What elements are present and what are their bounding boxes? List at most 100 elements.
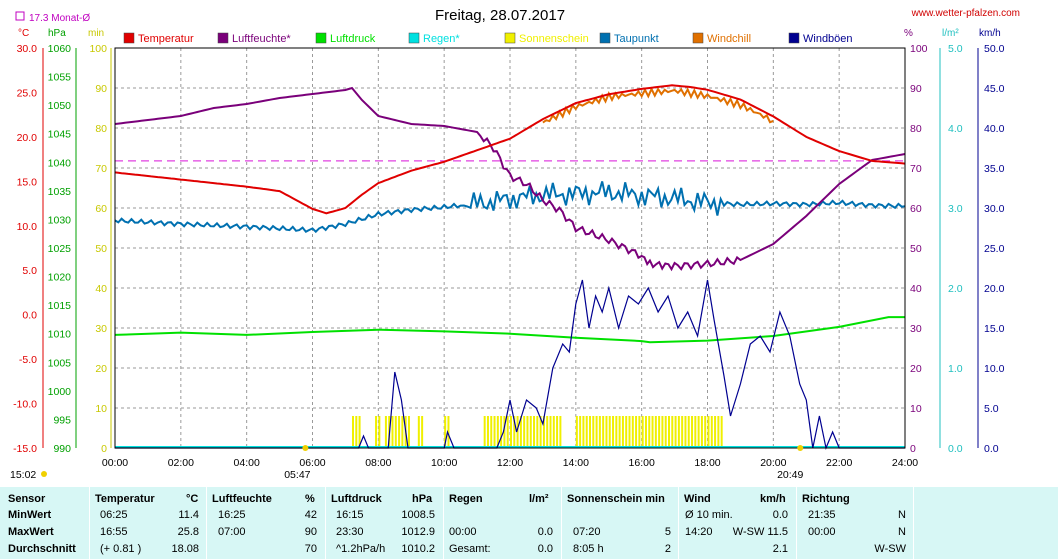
sunshine-bar xyxy=(661,416,664,448)
sunshine-bar xyxy=(595,416,598,448)
series-line-0 xyxy=(114,84,906,215)
axis-hpa-tick: 1005 xyxy=(48,357,72,369)
sunshine-bar xyxy=(641,416,644,448)
unit-percent: % xyxy=(904,28,913,39)
axis-hpa-tick: 1040 xyxy=(48,157,72,169)
x-tick-label: 12:00 xyxy=(497,457,523,469)
axis-percent-tick: 90 xyxy=(910,83,922,95)
series-line-4 xyxy=(542,86,774,124)
axis-celsius-tick: -5.0 xyxy=(19,354,37,366)
axis-percent-tick: 100 xyxy=(910,43,928,55)
sunshine-bar xyxy=(579,416,582,448)
axis-min-tick: 40 xyxy=(95,283,107,295)
plot-frame xyxy=(114,47,906,449)
stats-row: Durchschnitt (+ 0.81 ) 18.08 70 ^1.2hPa/h 101… xyxy=(0,543,1058,559)
sunshine-bar xyxy=(355,416,358,448)
stats-cell-hum-time: 07:00 xyxy=(218,526,246,538)
stats-cell-press-time: 16:15 xyxy=(336,509,364,521)
sunshine-bar xyxy=(694,416,697,448)
sunshine-bar xyxy=(486,416,489,448)
sunshine-bar xyxy=(691,416,694,448)
stats-cell-label: Durchschnitt xyxy=(8,543,76,555)
sunshine-bar xyxy=(684,416,687,448)
stats-cell-dir-val: W-SW xyxy=(874,543,906,555)
statistics-table: Sensor Temperatur °C Luftfeuchte % Luftd… xyxy=(0,487,1058,559)
stats-cell-hum-val: 90 xyxy=(304,526,317,538)
legend-swatch-1 xyxy=(217,32,229,44)
unit-min: min xyxy=(88,28,104,39)
axis-celsius-tick: 20.0 xyxy=(17,132,38,144)
sunshine-bar xyxy=(621,416,624,448)
stats-cell-temp-val: 25.8 xyxy=(177,526,199,538)
sunshine-bar xyxy=(598,416,601,448)
stats-cell-temp-time: (+ 0.81 ) xyxy=(100,543,142,555)
legend-swatch-2 xyxy=(315,32,327,44)
sunshine-bar xyxy=(417,416,420,448)
stats-header-row: Sensor Temperatur °C Luftfeuchte % Luftd… xyxy=(0,493,1058,509)
stats-header-sonnenschein: Sonnenschein min xyxy=(567,493,665,505)
sunshine-bar xyxy=(671,416,674,448)
legend-label-0: Temperatur xyxy=(138,33,194,45)
sunshine-bar xyxy=(720,416,723,448)
series-line-5 xyxy=(115,279,905,451)
sunshine-bar xyxy=(612,416,615,448)
stats-header-wind: Wind xyxy=(684,493,711,505)
sunshine-bar xyxy=(635,416,638,448)
axis-kmh-tick: 40.0 xyxy=(984,123,1005,135)
sunshine-bar xyxy=(490,416,493,448)
sunshine-bar xyxy=(592,416,595,448)
series-line-2 xyxy=(114,316,905,344)
axis-kmh-tick: 50.0 xyxy=(984,43,1005,55)
axis-l_m2-tick: 5.0 xyxy=(948,43,963,55)
sunshine-bar xyxy=(401,416,404,448)
sunshine-bar xyxy=(513,416,516,448)
axis-celsius-tick: 25.0 xyxy=(17,87,38,99)
source-link[interactable]: www.wetter-pfalzen.com xyxy=(911,8,1020,19)
sunshine-bar xyxy=(681,416,684,448)
axis-min-tick: 80 xyxy=(95,123,107,135)
sunshine-bar xyxy=(585,416,588,448)
stats-cell-sun-val: 5 xyxy=(664,526,671,538)
legend-label-5: Taupunkt xyxy=(614,33,659,45)
sunshine-bar xyxy=(539,416,542,448)
stats-cell-rain-time: 00:00 xyxy=(449,526,477,538)
axis-percent-tick: 60 xyxy=(910,203,922,215)
axis-l_m2-tick: 2.0 xyxy=(948,283,963,295)
legend: Temperatur Luftfeuchte* Luftdruck Regen* Son… xyxy=(123,32,853,45)
axis-hpa-tick: 1000 xyxy=(48,386,72,398)
sun-markers: 05:47 20:49 15:02 xyxy=(10,445,804,481)
x-tick-label: 20:00 xyxy=(760,457,786,469)
axis-kmh-tick: 35.0 xyxy=(984,163,1005,175)
axis-hpa-tick: 1055 xyxy=(48,72,72,84)
x-tick-label: 24:00 xyxy=(892,457,918,469)
unit-celsius: °C xyxy=(18,28,29,39)
sunshine-bar xyxy=(519,416,522,448)
sunshine-bar xyxy=(559,416,562,448)
sunshine-bar xyxy=(493,416,496,448)
sunshine-bar xyxy=(549,416,552,448)
stats-cell-wind-val: 2.1 xyxy=(772,543,788,555)
axis-percent-tick: 10 xyxy=(910,403,922,415)
stats-header-kmh: km/h xyxy=(760,493,786,505)
axis-hpa-tick: 1060 xyxy=(48,43,72,55)
monthly-average-label: 17.3 Monat-Ø xyxy=(29,13,90,24)
x-tick-label: 10:00 xyxy=(431,457,457,469)
axis-percent-tick: 20 xyxy=(910,363,922,375)
axis-hpa-tick: 1050 xyxy=(48,100,72,112)
sunshine-bar xyxy=(447,416,450,448)
x-tick-label: 16:00 xyxy=(629,457,655,469)
stats-cell-wind-time: 14:20 xyxy=(685,526,713,538)
axis-kmh-tick: 10.0 xyxy=(984,363,1005,375)
axis-min-tick: 70 xyxy=(95,163,107,175)
sunshine-bar xyxy=(668,416,670,448)
axis-min-tick: 100 xyxy=(89,43,107,55)
sunshine-bar xyxy=(529,416,532,448)
sunshine-bar xyxy=(391,416,394,448)
axis-celsius-tick: -15.0 xyxy=(13,443,37,455)
axis-min-tick: 90 xyxy=(95,83,107,95)
axis-hpa-tick: 1015 xyxy=(48,300,72,312)
sunshine-bar xyxy=(628,416,631,448)
sunshine-bar xyxy=(483,416,486,448)
sunshine-bar xyxy=(542,416,545,448)
stats-cell-press-time: ^1.2hPa/h xyxy=(336,543,386,555)
